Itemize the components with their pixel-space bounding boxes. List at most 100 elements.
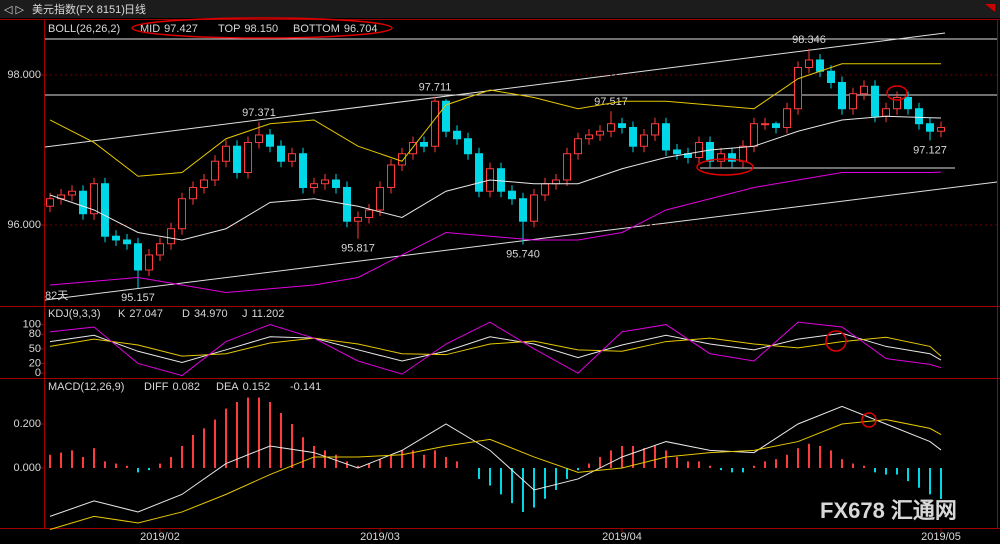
candle-body (618, 123, 626, 128)
x-tick-label: 2019/03 (360, 531, 400, 543)
extreme-label: 97.127 (913, 144, 947, 156)
y-tick-label: 0 (35, 367, 41, 379)
legend-entry: BOTTOM 96.704 (293, 23, 378, 35)
candle-body (79, 190, 87, 215)
candle-body (574, 138, 582, 155)
legend-name: BOTTOM (293, 23, 340, 35)
indicator-line (49, 115, 942, 241)
candle-body (101, 183, 109, 237)
candle-body (937, 126, 945, 132)
candle-body (46, 198, 54, 207)
y-tick-label: 50 (29, 343, 41, 355)
candle-body (90, 183, 98, 215)
legend-name: K (118, 308, 126, 320)
candle-body (365, 209, 373, 218)
y-tick-label: 80 (29, 328, 41, 340)
legend-entry: D 34.970 (182, 308, 228, 320)
candle-body (596, 130, 604, 136)
indicator-label: MACD(12,26,9) (48, 381, 124, 393)
highlight (886, 85, 908, 101)
legend-value: 11.202 (252, 308, 285, 320)
candle-body (794, 66, 802, 110)
candle-body (376, 186, 384, 211)
legend-value: 0.152 (243, 381, 271, 393)
candle-body (585, 134, 593, 140)
highlight-circles (131, 17, 908, 428)
candle-body (156, 243, 164, 256)
legend-value: 96.704 (344, 23, 378, 35)
period[interactable]: 日线 (124, 2, 146, 16)
candle-body (321, 179, 329, 185)
legend-value: -0.141 (290, 381, 321, 393)
legend-name: TOP (218, 23, 240, 35)
candle-body (717, 153, 725, 162)
candle-body (541, 183, 549, 196)
candle-body (893, 96, 901, 110)
candle-body (398, 153, 406, 166)
candle-body (508, 190, 516, 200)
candle-body (354, 216, 362, 222)
legend-name: DEA (216, 381, 239, 393)
candle-body (112, 235, 120, 241)
nav-icon[interactable]: ◁ ▷ (4, 4, 25, 16)
y-tick-label: 20 (29, 357, 41, 369)
candle-body (123, 239, 131, 245)
legend-entry: DEA 0.152 (216, 381, 270, 393)
title-bar (0, 0, 1000, 18)
candle-body (552, 179, 560, 185)
candle-body (882, 108, 890, 117)
watermark: FX678 汇通网 (820, 498, 957, 523)
indicator-label: BOLL(26,26,2) (48, 23, 120, 35)
candle-body (189, 186, 197, 200)
candle-body (706, 141, 714, 162)
indicator-label: KDJ(9,3,3) (48, 308, 101, 320)
extreme-label: 98.346 (792, 34, 826, 46)
y-tick-label: 0.000 (13, 462, 41, 474)
candle-body (497, 168, 505, 192)
legend-value: 0.082 (172, 381, 200, 393)
candle-body (288, 153, 296, 162)
candle-body (849, 93, 857, 110)
y-tick-label: 0.200 (13, 418, 41, 430)
legend-name: D (182, 308, 190, 320)
legend-name: J (242, 308, 248, 320)
candle-body (145, 254, 153, 271)
candle-body (387, 164, 395, 188)
candle-body (816, 59, 824, 72)
candle-body (915, 108, 923, 125)
candle-body (728, 153, 736, 162)
candle-body (266, 134, 274, 147)
candle-body (563, 153, 571, 181)
y-tick-label: 100 (23, 318, 41, 330)
extreme-label: 97.517 (594, 96, 628, 108)
corner-mark (985, 4, 995, 12)
candle-body (904, 96, 912, 110)
indicator-line (49, 336, 942, 357)
candle-body (233, 145, 241, 173)
candle-body (200, 179, 208, 188)
candle-body (739, 145, 747, 162)
legend-value: 34.970 (194, 308, 228, 320)
extreme-label: 97.711 (419, 82, 452, 94)
candle-body (442, 100, 450, 132)
panel-frames (0, 19, 1000, 529)
extreme-label: 95.740 (506, 248, 540, 260)
candle-body (805, 59, 813, 68)
highlight (131, 17, 393, 39)
candle-body (211, 160, 219, 181)
legend-name: DIFF (144, 381, 169, 393)
symbol-title: 美元指数(FX 8151) (32, 2, 125, 16)
candle-body (783, 108, 791, 128)
legend-entry: K 27.047 (118, 308, 163, 320)
legend-value: 97.427 (164, 23, 198, 35)
candle-body (277, 145, 285, 162)
candle-body (662, 123, 670, 151)
highlight (696, 158, 754, 176)
candle-body (255, 134, 263, 143)
candle-body (761, 123, 769, 126)
legend-value: 98.150 (244, 23, 278, 35)
candle-body (167, 228, 175, 245)
candle-body (475, 153, 483, 192)
candle-body (772, 123, 780, 128)
indicator-line (49, 171, 942, 293)
